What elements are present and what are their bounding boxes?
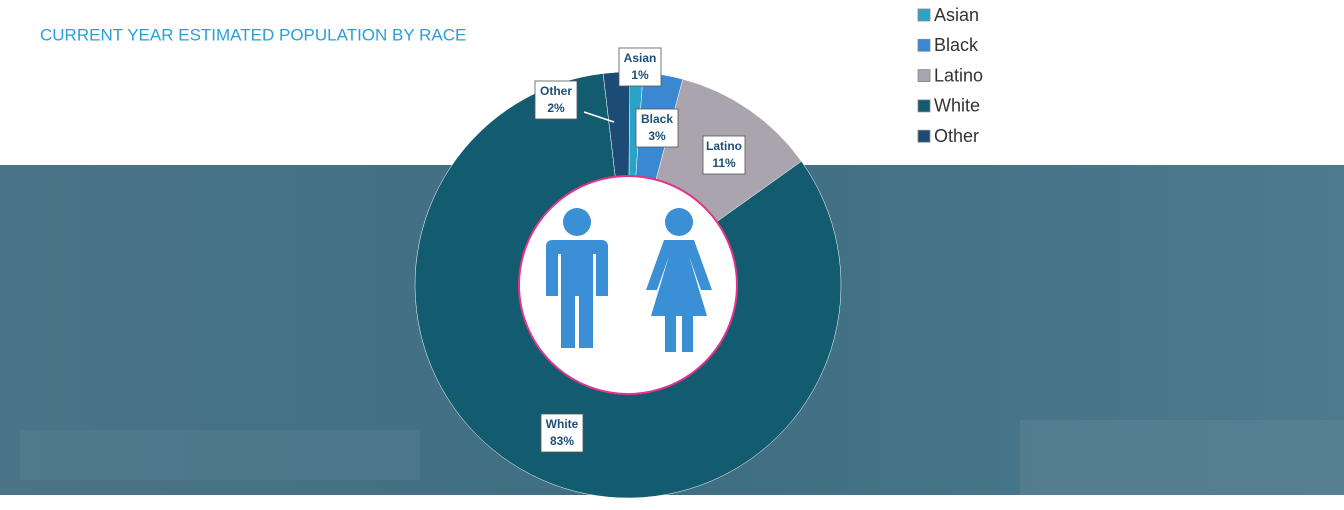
legend-label: Black: [934, 35, 979, 55]
legend-swatch: [917, 99, 931, 113]
legend-swatch: [917, 69, 931, 82]
data-label-name: White: [546, 417, 579, 431]
data-label-value: 3%: [648, 129, 666, 143]
data-label-box: [702, 135, 746, 175]
legend-swatch: [917, 8, 931, 22]
data-label-value: 11%: [712, 156, 736, 170]
data-label-box: [635, 108, 679, 148]
legend: Asian Black Latino White Other: [917, 5, 983, 146]
data-labels: Asian 1% Black 3% Latino 11% White 83% Other 2%: [534, 47, 746, 453]
data-label-name: Latino: [706, 139, 742, 153]
data-label-box: [540, 413, 584, 453]
data-label-value: 2%: [547, 101, 565, 115]
legend-label: Latino: [934, 65, 983, 85]
data-label-value: 1%: [631, 68, 649, 82]
woman-body: [646, 240, 712, 352]
woman-head: [665, 208, 693, 236]
data-label-name: Asian: [624, 51, 657, 65]
legend-label: Asian: [934, 5, 979, 25]
legend-label: Other: [934, 126, 979, 146]
legend-swatch: [917, 129, 931, 143]
background-detail: [1020, 420, 1344, 495]
legend-label: White: [934, 96, 980, 116]
man-body: [546, 240, 608, 348]
people-icon: [546, 208, 712, 352]
data-label-name: Black: [641, 112, 673, 126]
data-label-value: 83%: [550, 434, 574, 448]
man-head: [563, 208, 591, 236]
center-icon: [518, 175, 738, 395]
leader-line: [583, 111, 615, 123]
chart-title: CURRENT YEAR ESTIMATED POPULATION BY RAC…: [40, 25, 466, 44]
data-label-name: Other: [540, 84, 572, 98]
data-label-box: [534, 80, 578, 120]
background-detail: [20, 430, 420, 480]
legend-swatch: [917, 38, 931, 52]
data-label-box: [618, 47, 662, 87]
